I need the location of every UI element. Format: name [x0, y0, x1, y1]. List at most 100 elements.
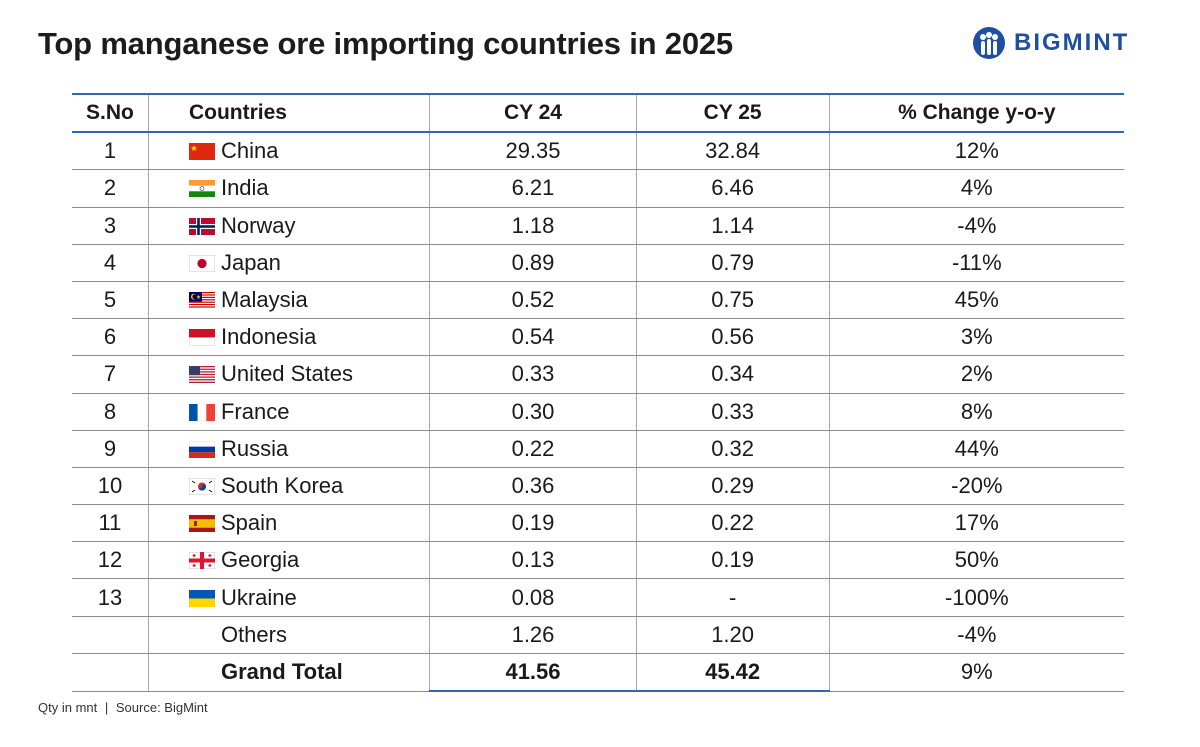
col-header-sno: S.No [72, 92, 149, 134]
cell-cy25: 0.22 [636, 504, 830, 543]
source-note: Source: BigMint [115, 700, 208, 715]
cell-country: Malaysia [148, 281, 431, 320]
cell-cy24: 0.36 [429, 467, 637, 506]
cell-country: Norway [148, 207, 431, 245]
col-header-change: % Change y-o-y [829, 92, 1124, 134]
cell-sno: 13 [72, 578, 149, 617]
cell-sno: 5 [72, 281, 149, 320]
cell-change: 50% [829, 541, 1124, 580]
cell-cy24: 0.30 [429, 393, 637, 431]
cell-change: 3% [829, 318, 1124, 357]
china-flag-icon [188, 140, 215, 161]
cell-cy24: 0.54 [429, 318, 637, 357]
flag-placeholder [189, 664, 215, 681]
total-label: Grand Total [220, 659, 343, 685]
cell-cy25: 0.75 [636, 281, 830, 320]
table-row: 5 Malaysia 0.52 0.75 45% [72, 281, 1124, 320]
table-row: 4 Japan 0.89 0.79 -11% [72, 244, 1124, 282]
country-name: Spain [220, 510, 278, 536]
cell-country: Indonesia [148, 318, 431, 357]
cell-cy24: 0.89 [429, 244, 637, 282]
cell-cy24: 1.18 [429, 207, 637, 245]
cell-total-label: Grand Total [148, 653, 431, 692]
table-row: 2 India 6.21 6.46 4% [72, 169, 1124, 208]
brand-logo: BIGMINT [972, 26, 1129, 60]
table-row: 10 South Korea 0.36 0.29 -20% [72, 467, 1124, 506]
table-row: 9 Russia 0.22 0.32 44% [72, 430, 1124, 468]
unit-note: Qty in mnt [38, 700, 98, 715]
cell-change: 2% [829, 355, 1124, 394]
country-name: Others [220, 621, 287, 647]
cell-change: 8% [829, 393, 1124, 431]
table-row: Others 1.26 1.20 -4% [72, 616, 1124, 654]
table-row: 6 Indonesia 0.54 0.56 3% [72, 318, 1124, 357]
cell-cy24: 0.22 [429, 430, 637, 468]
cell-country: Spain [148, 504, 431, 543]
flag-placeholder [189, 627, 215, 644]
japan-flag-icon [188, 252, 216, 273]
table-row: 3 Norway 1.18 1.14 -4% [72, 207, 1124, 245]
norway-flag-icon [188, 215, 215, 235]
cell-sno-empty [72, 653, 149, 692]
cell-country: Japan [148, 244, 431, 282]
cell-cy25: 0.33 [636, 393, 830, 431]
cell-cy25: 0.34 [636, 355, 830, 394]
cell-cy24: 0.52 [429, 281, 637, 320]
cell-change: 45% [829, 281, 1124, 320]
table-row: 7 United States 0.33 0.34 2% [72, 355, 1124, 394]
footer-note: Qty in mnt | Source: BigMint [38, 700, 208, 715]
cell-cy24: 6.21 [429, 169, 637, 208]
usa-flag-icon [188, 363, 215, 384]
table-row: 1 China 29.35 32.84 12% [72, 132, 1124, 171]
cell-cy25: 0.79 [636, 244, 830, 282]
cell-change: -20% [829, 467, 1124, 506]
cell-cy25: 1.20 [636, 616, 830, 654]
cell-country: France [148, 393, 431, 431]
cell-change: 17% [829, 504, 1124, 543]
table-row: 13 Ukraine 0.08- -100% [72, 578, 1124, 617]
cell-change: -11% [829, 244, 1124, 282]
table-header-row: S.No Countries CY 24 CY 25 % Change y-o-… [72, 92, 1124, 134]
spain-flag-icon [188, 512, 215, 533]
cell-cy25: 32.84 [636, 132, 830, 171]
cell-change: -4% [829, 207, 1124, 245]
data-table: S.No Countries CY 24 CY 25 % Change y-o-… [72, 92, 1124, 692]
cell-sno: 10 [72, 467, 149, 506]
cell-total-cy24: 41.56 [429, 653, 637, 692]
country-name: China [220, 138, 279, 164]
grand-total-row: Grand Total 41.56 45.42 9% [72, 653, 1124, 692]
cell-cy24: 0.08 [429, 578, 637, 617]
country-name: United States [220, 361, 354, 387]
cell-cy25: 6.46 [636, 169, 830, 208]
indonesia-flag-icon [188, 326, 216, 347]
col-header-cy24: CY 24 [429, 92, 637, 134]
cell-cy25: 0.32 [636, 430, 830, 468]
cell-total-change: 9% [829, 653, 1124, 692]
cell-country: Others [148, 616, 431, 654]
india-flag-icon [188, 177, 215, 198]
country-name: Georgia [220, 547, 300, 573]
cell-sno: 11 [72, 504, 149, 543]
cell-country: China [148, 132, 431, 171]
cell-change: 4% [829, 169, 1124, 208]
cell-cy25: 0.56 [636, 318, 830, 357]
cell-sno: 2 [72, 169, 149, 208]
south-korea-flag-icon [188, 475, 216, 496]
cell-cy24: 0.13 [429, 541, 637, 580]
cell-country: South Korea [148, 467, 431, 506]
cell-cy25: 0.19 [636, 541, 830, 580]
cell-change: 44% [829, 430, 1124, 468]
malaysia-flag-icon [188, 289, 215, 310]
brand-name: BIGMINT [1014, 29, 1130, 56]
russia-flag-icon [188, 438, 216, 458]
cell-cy25: - [636, 578, 830, 617]
cell-sno [72, 616, 149, 654]
cell-total-cy25: 45.42 [636, 653, 830, 692]
country-name: India [220, 175, 269, 201]
footer-separator: | [104, 700, 109, 715]
country-name: Norway [220, 212, 296, 238]
cell-sno: 6 [72, 318, 149, 357]
table-row: 11 Spain 0.19 0.22 17% [72, 504, 1124, 543]
cell-cy25: 0.29 [636, 467, 830, 506]
cell-sno: 9 [72, 430, 149, 468]
